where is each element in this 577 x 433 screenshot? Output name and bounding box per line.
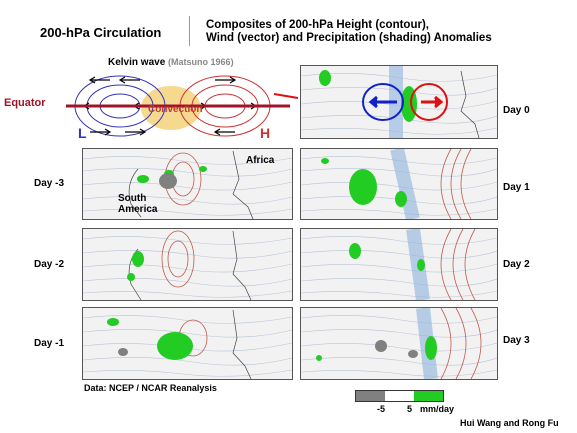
day-label-2: Day 2 — [503, 259, 530, 270]
convection-label: Convection — [148, 104, 203, 115]
panel-day-minus-2 — [82, 228, 293, 301]
legend-wet-swatch — [414, 391, 443, 401]
day-label-3: Day 3 — [503, 335, 530, 346]
panel-day-2 — [300, 228, 498, 301]
kelvin-wave-label: Kelvin wave — [108, 57, 166, 68]
day-label-minus-3: Day -3 — [34, 178, 65, 189]
legend-dry-swatch — [356, 391, 385, 401]
subtitle-line-2: Wind (vector) and Precipitation (shading… — [206, 32, 492, 44]
kelvin-wave-reference: (Matsuno 1966) — [168, 57, 234, 67]
legend-unit-label: mm/day — [420, 404, 455, 414]
day-label-minus-2: Day -2 — [34, 259, 65, 270]
panel-day-1 — [300, 148, 498, 220]
pointer-arrow — [273, 93, 299, 99]
panel-day-minus-1 — [82, 307, 293, 380]
day-label-1: Day 1 — [503, 182, 530, 193]
panel-day-0 — [300, 65, 498, 139]
america-label: America — [118, 204, 158, 215]
precip-legend — [355, 390, 444, 402]
panel-day-3 — [300, 307, 498, 380]
title-divider — [189, 16, 190, 46]
subtitle-line-1: Composites of 200-hPa Height (contour), — [206, 19, 429, 31]
convection-blob — [141, 86, 201, 130]
page-title: 200-hPa Circulation — [40, 25, 162, 40]
south-label: South — [118, 193, 147, 204]
legend-neutral-swatch — [385, 391, 414, 401]
day-label-minus-1: Day -1 — [34, 338, 65, 349]
data-source: Data: NCEP / NCAR Reanalysis — [84, 383, 217, 393]
kelvin-wave-heading: Kelvin wave (Matsuno 1966) — [108, 57, 234, 68]
legend-neg-label: -5 — [377, 404, 386, 414]
equator-label: Equator — [4, 97, 46, 109]
high-label: H — [260, 125, 271, 141]
panel-day-minus-3 — [82, 148, 293, 220]
credit: Hui Wang and Rong Fu — [460, 418, 559, 428]
legend-pos-label: 5 — [407, 404, 413, 414]
day-label-0: Day 0 — [503, 105, 530, 116]
low-label: L — [78, 125, 87, 141]
africa-label: Africa — [246, 155, 275, 166]
kelvin-wave-schematic — [66, 75, 299, 137]
